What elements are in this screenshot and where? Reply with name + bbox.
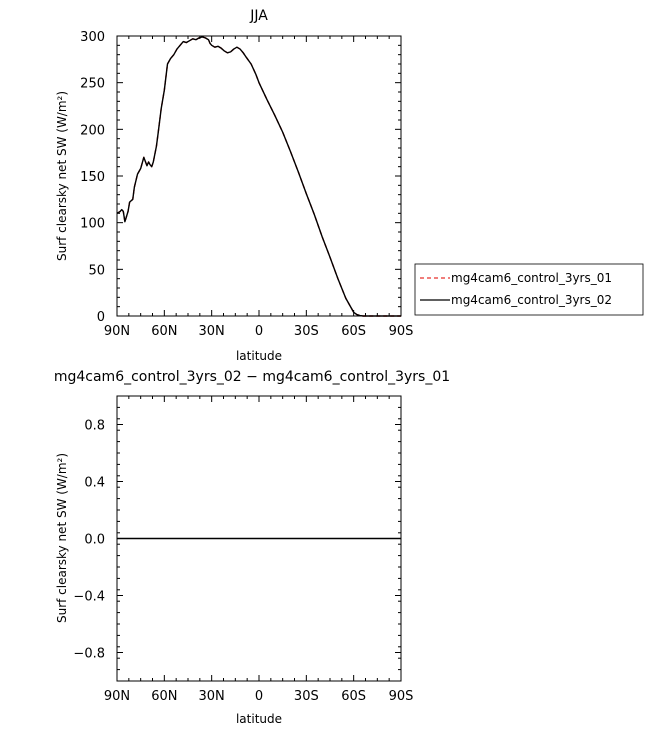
top-y-tick-label: 300 bbox=[80, 30, 105, 45]
top-y-tick-label: 50 bbox=[88, 263, 105, 278]
bottom-x-tick-label: 0 bbox=[255, 689, 263, 704]
bottom-y-tick-label: 0.8 bbox=[84, 419, 105, 434]
bottom-x-tick-label: 60N bbox=[151, 689, 177, 704]
bottom-x-axis-label: latitude bbox=[236, 712, 282, 726]
legend-label-series-01: mg4cam6_control_3yrs_01 bbox=[451, 271, 612, 285]
top-x-axis-label: latitude bbox=[236, 349, 282, 363]
top-panel: JJA 90N 60N 30N 0 30S 60S 90S 0 50 100 150 200 250 3… bbox=[55, 8, 413, 363]
top-y-tick-label: 200 bbox=[80, 123, 105, 138]
bottom-y-tick-label: −0.8 bbox=[73, 647, 105, 662]
top-series-group bbox=[116, 36, 401, 317]
bottom-y-tick-label: 0.0 bbox=[84, 533, 105, 548]
bottom-x-tick-label: 90N bbox=[104, 689, 130, 704]
top-plot-frame bbox=[116, 35, 402, 317]
top-y-axis-label: Surf clearsky net SW (W/m²) bbox=[55, 91, 69, 261]
legend: mg4cam6_control_3yrs_01 mg4cam6_control_… bbox=[414, 263, 644, 316]
bottom-x-tick-label: 90S bbox=[389, 689, 414, 704]
bottom-y-ticks: 0.8 0.4 0.0 −0.4 −0.8 bbox=[73, 395, 401, 682]
bottom-x-tick-label: 30N bbox=[199, 689, 225, 704]
top-x-tick-label: 90N bbox=[104, 324, 130, 339]
top-y-tick-label: 250 bbox=[80, 77, 105, 92]
top-x-tick-label: 60S bbox=[341, 324, 366, 339]
legend-box bbox=[414, 263, 644, 316]
top-x-tick-label: 30S bbox=[294, 324, 319, 339]
bottom-x-tick-label: 30S bbox=[294, 689, 319, 704]
bottom-y-tick-label: −0.4 bbox=[73, 590, 105, 605]
top-x-tick-label: 90S bbox=[389, 324, 414, 339]
top-x-tick-label: 0 bbox=[255, 324, 263, 339]
bottom-panel: mg4cam6_control_3yrs_02 − mg4cam6_contro… bbox=[54, 369, 450, 726]
bottom-y-axis-label: Surf clearsky net SW (W/m²) bbox=[55, 453, 69, 623]
top-x-tick-label: 60N bbox=[151, 324, 177, 339]
bottom-y-tick-label: 0.4 bbox=[84, 476, 105, 491]
top-x-ticks: 90N 60N 30N 0 30S 60S 90S bbox=[104, 36, 414, 339]
bottom-x-ticks: 90N 60N 30N 0 30S 60S 90S bbox=[104, 396, 414, 704]
top-series-line-1 bbox=[116, 36, 401, 317]
top-y-tick-label: 150 bbox=[80, 170, 105, 185]
top-x-tick-label: 30N bbox=[199, 324, 225, 339]
legend-label-series-02: mg4cam6_control_3yrs_02 bbox=[451, 293, 612, 307]
bottom-x-tick-label: 60S bbox=[341, 689, 366, 704]
top-chart-title: JJA bbox=[249, 8, 268, 24]
bottom-chart-title: mg4cam6_control_3yrs_02 − mg4cam6_contro… bbox=[54, 369, 450, 385]
top-y-tick-label: 100 bbox=[80, 217, 105, 232]
top-y-tick-label: 0 bbox=[97, 310, 105, 325]
top-series-line-2 bbox=[116, 36, 401, 317]
top-y-ticks: 0 50 100 150 200 250 300 bbox=[80, 30, 401, 325]
